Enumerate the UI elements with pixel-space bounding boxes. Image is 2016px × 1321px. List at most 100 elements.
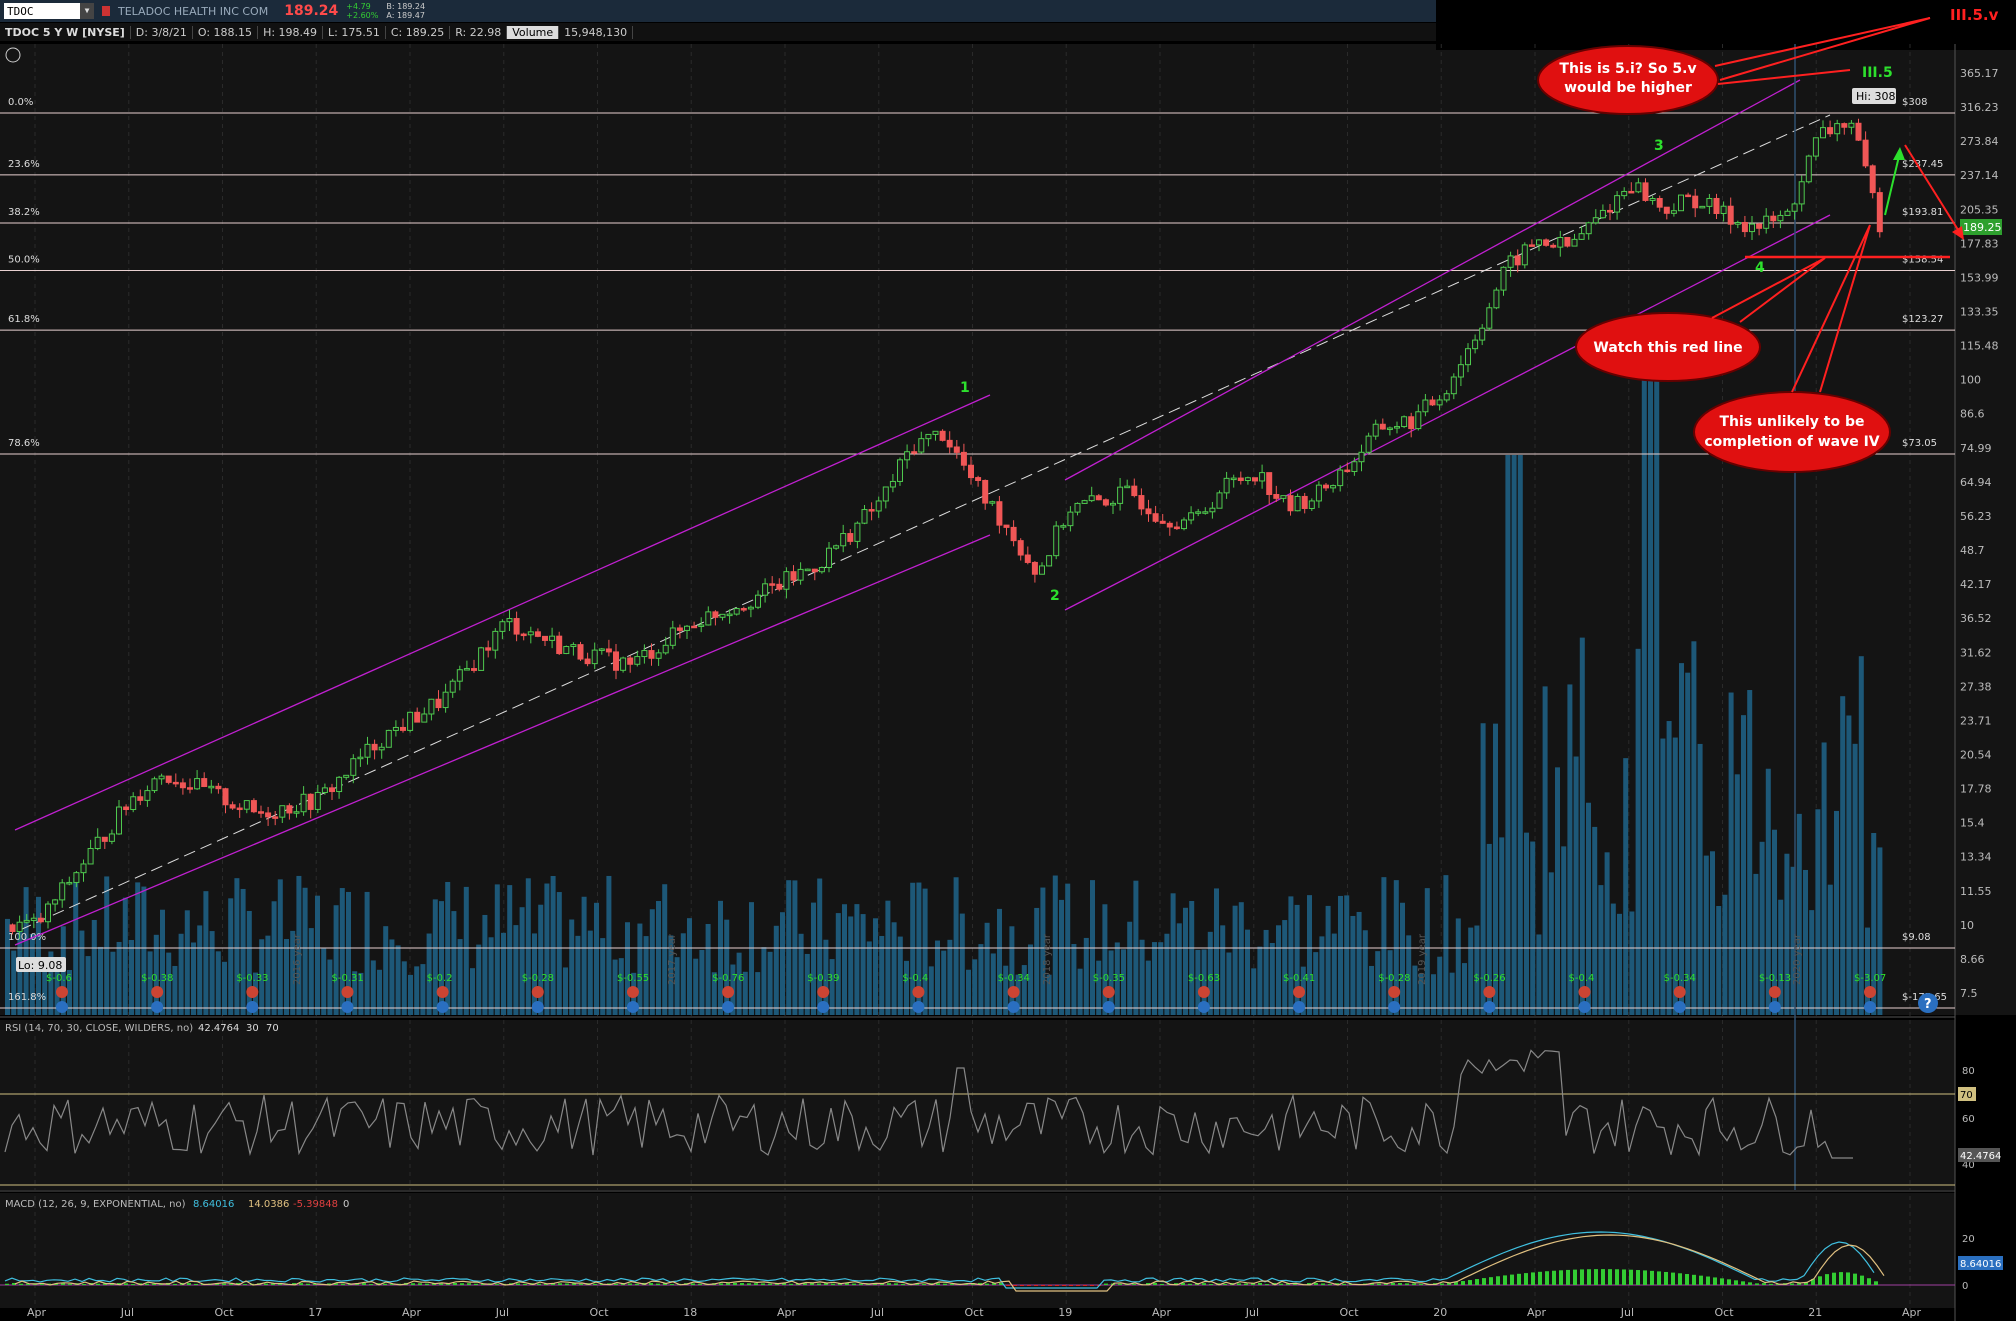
volume-bar <box>1505 455 1511 1015</box>
volume-bar <box>538 904 544 1015</box>
high-value: H: 198.49 <box>258 25 324 39</box>
macd-hist-bar <box>747 1283 751 1285</box>
volume-bar <box>1108 950 1114 1015</box>
volume-bar <box>1362 930 1368 1015</box>
candle-body <box>1081 500 1088 504</box>
volume-bar <box>141 886 147 1015</box>
volume-bar <box>848 916 854 1015</box>
macd-hist-bar <box>838 1283 842 1285</box>
x-tick-label: Jul <box>1245 1306 1259 1319</box>
earnings-icon <box>436 986 449 998</box>
macd-hist-bar <box>1286 1283 1290 1285</box>
volume-bar <box>1542 686 1548 1015</box>
macd-hist-bar <box>1265 1284 1269 1285</box>
macd-hist-bar <box>1797 1283 1801 1285</box>
macd-hist-bar <box>383 1283 387 1285</box>
macd-hist-bar <box>992 1283 996 1285</box>
y-tick-label: 10 <box>1960 919 1974 932</box>
candle-body <box>946 439 953 448</box>
flag-icon[interactable] <box>102 6 110 16</box>
volume-bar <box>1691 641 1697 1015</box>
volume-bar <box>1871 832 1877 1015</box>
macd-hist-bar <box>1545 1271 1549 1285</box>
volume-bar <box>1269 943 1275 1015</box>
volume-bar <box>1065 883 1071 1015</box>
volume-bar <box>129 939 134 1015</box>
red-arrowhead <box>1952 226 1964 240</box>
candle-body <box>1670 210 1677 214</box>
volume-bar <box>1028 944 1033 1015</box>
macd-hist-bar <box>670 1284 674 1285</box>
macd-hist-bar <box>1083 1285 1087 1286</box>
x-tick-label: Oct <box>1340 1306 1360 1319</box>
candle-body <box>605 648 612 653</box>
candle-body <box>1443 393 1450 401</box>
x-tick-label: 21 <box>1808 1306 1822 1319</box>
candle-body <box>726 613 733 617</box>
candle-body <box>1557 236 1564 248</box>
volume-bar <box>873 918 878 1015</box>
candle-body <box>570 644 577 648</box>
macd-hist-bar <box>1713 1277 1717 1285</box>
macd-hist-bar <box>922 1283 926 1285</box>
candle-body <box>1493 289 1500 309</box>
candle-body <box>1131 485 1138 497</box>
volume-bar <box>259 939 265 1015</box>
macd-hist-bar <box>1475 1279 1479 1285</box>
candle-body <box>1436 399 1443 406</box>
annotation-top-right: III.5.v <box>1950 6 1999 24</box>
volume-bar <box>457 939 463 1015</box>
macd-hist-bar <box>1874 1281 1878 1285</box>
volume-bar <box>835 913 841 1015</box>
y-tick-label: 133.35 <box>1960 306 1999 319</box>
macd-hist-bar <box>1328 1284 1332 1285</box>
volume-bar <box>767 951 773 1015</box>
chart-label: TDOC 5 Y W [NYSE] <box>0 25 131 39</box>
candle-body <box>1855 122 1862 141</box>
volume-bar <box>1418 973 1424 1015</box>
candle-body <box>1791 203 1798 212</box>
macd-hist-bar <box>516 1283 520 1285</box>
macd-hist-bar <box>432 1283 436 1285</box>
candle-body <box>584 658 591 665</box>
bid-ask: B: 189.24 A: 189.47 <box>386 2 425 20</box>
dividend-icon <box>151 1001 164 1013</box>
candle-body <box>1209 507 1216 513</box>
volume-bar <box>1747 690 1753 1015</box>
macd-hist-bar <box>824 1283 828 1285</box>
macd-tick: 0 <box>1962 1281 1968 1292</box>
candle-body <box>1237 477 1244 482</box>
volume-bar <box>296 875 302 1015</box>
candle-body <box>854 522 861 542</box>
candle-body <box>80 863 87 874</box>
low-value: L: 175.51 <box>323 25 386 39</box>
macd-hist-bar <box>1153 1282 1157 1285</box>
earnings-value: $-3.07 <box>1854 973 1886 984</box>
candle-body <box>747 606 754 610</box>
chevron-down-icon[interactable]: ▼ <box>80 3 94 19</box>
macd-value-tag-bg <box>1958 1256 2003 1270</box>
volume-label: Volume <box>507 25 560 39</box>
candle-body <box>904 451 911 461</box>
volume-bar <box>1276 925 1281 1015</box>
volume-bar <box>178 933 184 1015</box>
volume-bar <box>203 891 209 1015</box>
macd-hist-bar <box>1223 1283 1227 1285</box>
symbol-input[interactable]: TDOC ▼ <box>4 3 94 19</box>
volume-bar <box>1784 853 1790 1015</box>
fib-price-label: $73.05 <box>1902 438 1937 449</box>
earnings-value: $-0.63 <box>1188 973 1220 984</box>
macd-hist-bar <box>558 1283 562 1285</box>
change-stack: +4.79 +2.60% <box>346 2 378 20</box>
volume-bar <box>1152 942 1157 1015</box>
change: +4.79 <box>346 2 371 11</box>
volume-bar <box>346 891 351 1015</box>
volume-bar <box>947 939 953 1015</box>
y-tick-label: 100 <box>1960 374 1981 387</box>
candle-body <box>1585 222 1592 235</box>
volume-bar <box>674 957 680 1015</box>
macd-hist-bar <box>544 1283 548 1285</box>
macd-hist-bar <box>719 1283 723 1285</box>
volume-bar <box>147 951 153 1015</box>
